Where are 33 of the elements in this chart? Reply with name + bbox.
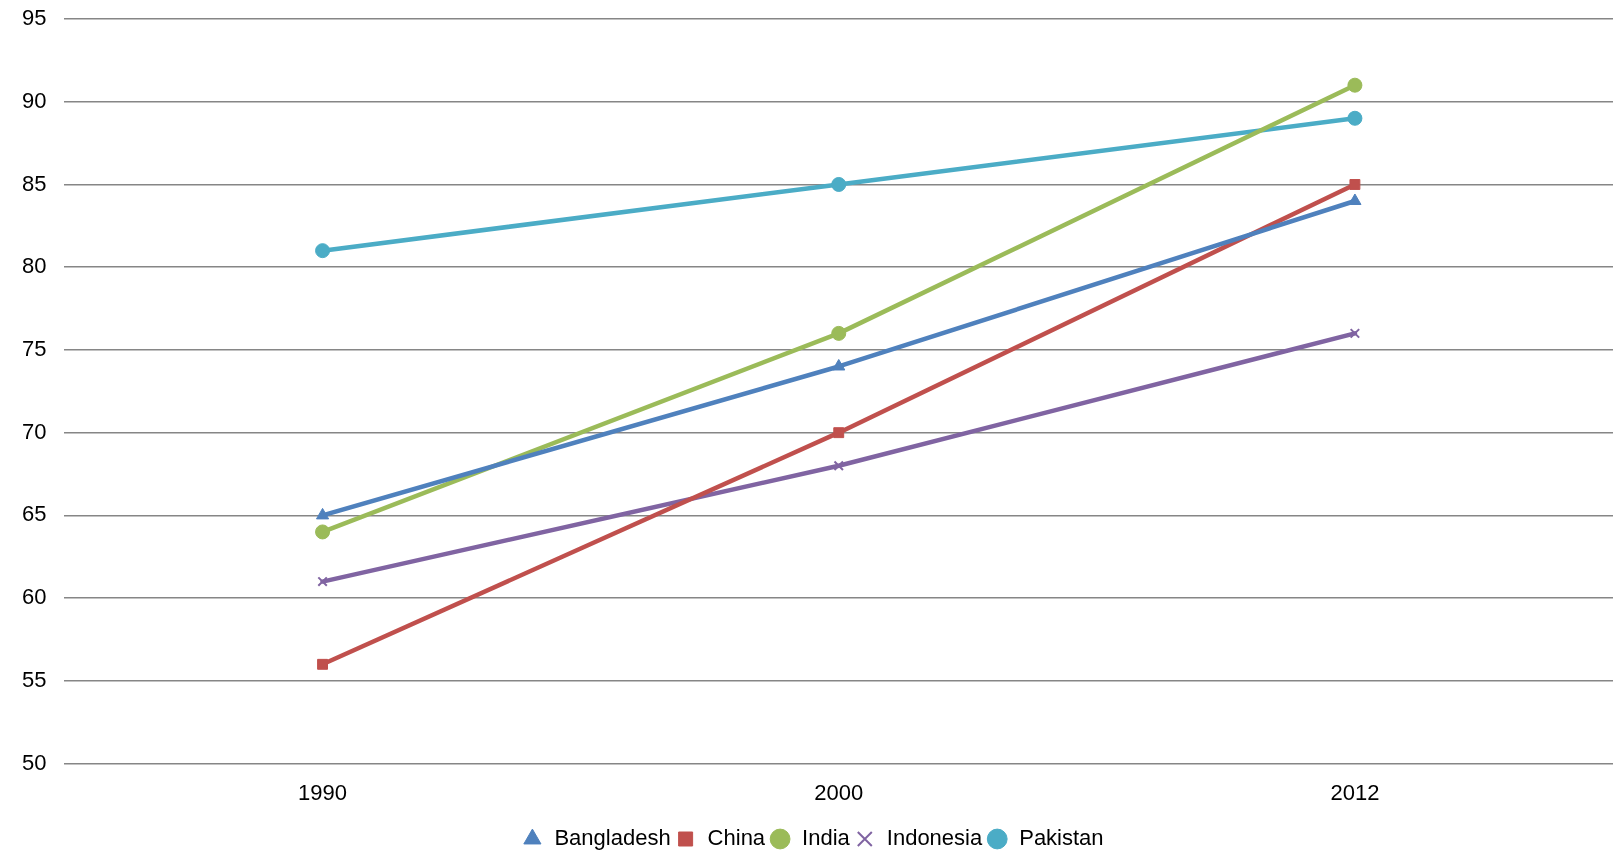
- point: [1349, 179, 1361, 190]
- point: [831, 176, 847, 192]
- legend-label: Indonesia: [886, 825, 983, 851]
- y-tick-label: 80: [21, 253, 47, 279]
- point: [317, 658, 329, 670]
- point: [316, 507, 330, 520]
- point: [832, 358, 846, 371]
- y-tick-label: 65: [21, 501, 47, 527]
- legend-label: Bangladesh: [554, 825, 671, 851]
- y-tick-label: 70: [21, 418, 47, 444]
- y-tick-label: 75: [21, 336, 47, 361]
- x-tick-label: 1990: [298, 779, 348, 805]
- point: [831, 325, 847, 341]
- y-tick-label: 50: [21, 749, 47, 775]
- y-tick-label: 60: [21, 584, 47, 610]
- point: [1347, 77, 1363, 93]
- legend-label: India: [802, 825, 851, 851]
- point: [833, 460, 844, 471]
- y-tick-label: 95: [21, 5, 47, 31]
- y-tick-label: 55: [21, 666, 47, 692]
- x-tick-label: 2000: [814, 779, 864, 805]
- y-tick-label: 90: [21, 87, 47, 113]
- point: [315, 243, 331, 259]
- point: [1347, 110, 1363, 126]
- legend-label: Pakistan: [1019, 825, 1104, 851]
- point: [1349, 328, 1361, 339]
- y-tick-label: 85: [21, 170, 47, 196]
- point: [1348, 193, 1362, 206]
- point: [833, 427, 845, 439]
- legend-label: China: [707, 825, 766, 851]
- x-tick-label: 2012: [1330, 779, 1380, 805]
- point: [315, 524, 331, 540]
- point: [317, 576, 328, 587]
